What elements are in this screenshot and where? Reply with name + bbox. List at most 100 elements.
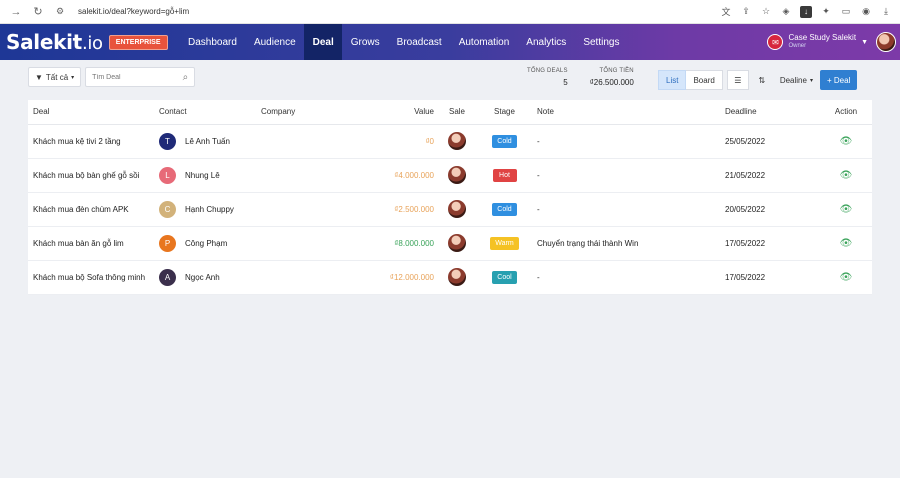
header-value[interactable]: Value — [361, 100, 434, 125]
table-row[interactable]: Khách mua bộ bàn ghế gỗ sồi L Nhung Lê ₫4… — [28, 158, 872, 193]
deal-name[interactable]: Khách mua bộ bàn ghế gỗ sồi — [28, 158, 159, 193]
bookmark-star-icon[interactable]: ☆ — [761, 6, 771, 16]
contact-avatar: A — [159, 268, 176, 286]
note: - — [529, 260, 725, 295]
sale-avatar — [448, 166, 466, 184]
sale-avatar — [448, 234, 466, 252]
reload-icon[interactable]: ↻ — [33, 6, 43, 18]
contact-name[interactable]: Ngọc Anh — [185, 272, 220, 282]
table-row[interactable]: Khách mua kệ tivi 2 tầng T Lê Anh Tuấn ₫0… — [28, 124, 872, 159]
view-controls: List Board ☰ ⇅ Dealine ▾ + Deal — [658, 70, 858, 90]
stat-label: TỔNG DEALS — [527, 68, 568, 74]
table-row[interactable]: Khách mua bộ Sofa thông minh A Ngọc Anh ₫… — [28, 260, 872, 295]
salekit-logo[interactable]: Salekit.io — [0, 30, 103, 54]
header-deadline[interactable]: Deadline — [725, 100, 820, 125]
nav-dashboard[interactable]: Dashboard — [188, 36, 237, 48]
stat-value: ₫26.500.000 — [589, 78, 634, 87]
nav-audience[interactable]: Audience — [253, 36, 296, 48]
table-row[interactable]: Khách mua bàn ăn gỗ lim P Công Phạm ₫8.00… — [28, 226, 872, 261]
plan-badge: ENTERPRISE — [108, 34, 168, 50]
translate-icon[interactable]: 文 — [721, 7, 731, 17]
funnel-icon: ▼ — [35, 72, 43, 82]
table-header-row: Deal Contact Company Value Sale Stage No… — [28, 100, 872, 125]
account-brand-icon: ✉ — [767, 34, 784, 50]
account-menu[interactable]: ✉ Case Study Salekit Owner ▼ — [767, 32, 900, 52]
deal-name[interactable]: Khách mua bàn ăn gỗ lim — [28, 226, 159, 261]
deal-value: ₫8.000.000 — [394, 238, 434, 248]
filter-dropdown[interactable]: ▼ Tất cả ▾ — [28, 67, 82, 87]
nav-automation[interactable]: Automation — [458, 36, 510, 48]
deadline: 17/05/2022 — [725, 260, 820, 295]
nav-deal[interactable]: Deal — [304, 24, 343, 60]
deadline: 17/05/2022 — [725, 226, 820, 261]
share-icon[interactable]: ⇪ — [742, 6, 750, 16]
add-deal-button[interactable]: + Deal — [819, 70, 858, 90]
sidebar-icon[interactable]: ▭ — [841, 6, 851, 16]
company — [261, 260, 361, 295]
eye-icon[interactable]: 👁 — [839, 169, 853, 181]
eye-icon[interactable]: 👁 — [839, 237, 853, 249]
sale-avatar — [448, 268, 466, 286]
stage-badge: Cold — [492, 202, 517, 216]
sort-icon[interactable]: ⇅ — [758, 75, 766, 85]
download-icon[interactable]: ⤓ — [884, 6, 888, 16]
contact-avatar: L — [159, 166, 176, 184]
eye-icon[interactable]: 👁 — [839, 135, 853, 147]
deal-value: ₫4.000.000 — [394, 170, 434, 180]
account-role: Owner — [788, 43, 807, 49]
header-note[interactable]: Note — [529, 100, 725, 125]
header-stage[interactable]: Stage — [480, 100, 529, 125]
sort-dropdown[interactable]: Dealine ▾ — [773, 70, 820, 90]
deal-name[interactable]: Khách mua đèn chùm APK — [28, 192, 159, 227]
deal-name[interactable]: Khách mua bộ Sofa thông minh — [28, 260, 159, 295]
menu-icon[interactable]: ☰ — [726, 70, 749, 90]
header-company[interactable]: Company — [261, 100, 361, 125]
nav-grows[interactable]: Grows — [350, 36, 380, 48]
contact-avatar: C — [159, 200, 176, 218]
view-board-button[interactable]: Board — [686, 70, 723, 90]
nav-broadcast[interactable]: Broadcast — [396, 36, 442, 48]
chevron-down-icon: ▾ — [809, 77, 813, 84]
deadline: 25/05/2022 — [725, 124, 820, 159]
contact-name[interactable]: Hạnh Chuppy — [185, 204, 234, 214]
caret-down-icon[interactable]: ▼ — [861, 38, 868, 46]
header-contact[interactable]: Contact — [159, 100, 261, 125]
site-info-icon[interactable]: ⚙ — [55, 6, 65, 16]
contact-name[interactable]: Nhung Lê — [185, 170, 220, 180]
contact-name[interactable]: Công Phạm — [185, 238, 228, 248]
search-icon[interactable]: ⌕ — [182, 71, 189, 83]
table-row[interactable]: Khách mua đèn chùm APK C Hạnh Chuppy ₫2.5… — [28, 192, 872, 227]
nav-settings[interactable]: Settings — [583, 36, 620, 48]
sort-label: Dealine — [779, 75, 807, 85]
download-extension-icon[interactable]: ↓ — [800, 5, 812, 18]
deal-stats: TỔNG DEALS 5 TỔNG TIỀN ₫26.500.000 — [527, 68, 634, 87]
deal-value: ₫2.500.000 — [394, 204, 434, 214]
deal-name[interactable]: Khách mua kệ tivi 2 tầng — [28, 124, 159, 159]
note: Chuyển trạng thái thành Win — [529, 226, 725, 261]
stage-badge: Cool — [492, 270, 517, 284]
deal-value: ₫0 — [425, 136, 434, 146]
address-bar[interactable]: salekit.io/deal?keyword=gỗ+lim — [78, 7, 190, 16]
extensions-icon[interactable]: ✦ — [822, 6, 830, 16]
filter-label: Tất cả — [45, 72, 69, 82]
eye-icon[interactable]: 👁 — [839, 203, 853, 215]
contact-avatar: T — [159, 132, 176, 150]
company — [261, 158, 361, 193]
stat-total-money: TỔNG TIỀN ₫26.500.000 — [590, 68, 634, 87]
header-deal[interactable]: Deal — [28, 100, 159, 125]
nav-analytics[interactable]: Analytics — [526, 36, 567, 48]
deal-value: ₫12.000.000 — [389, 272, 434, 282]
shield-icon[interactable]: ◈ — [782, 6, 790, 16]
profile-icon[interactable]: ◉ — [862, 6, 870, 16]
view-list-button[interactable]: List — [658, 70, 687, 90]
contact-name[interactable]: Lê Anh Tuấn — [185, 136, 230, 146]
logo-text: Salekit — [6, 30, 82, 54]
header-sale[interactable]: Sale — [434, 100, 480, 125]
back-icon[interactable]: → — [10, 5, 22, 18]
user-avatar[interactable] — [876, 32, 896, 52]
search-input[interactable] — [92, 73, 183, 81]
logo-suffix: .io — [81, 33, 103, 54]
eye-icon[interactable]: 👁 — [839, 271, 853, 283]
company — [261, 124, 361, 159]
app-header: Salekit.io ENTERPRISE Dashboard Audience… — [0, 24, 900, 60]
